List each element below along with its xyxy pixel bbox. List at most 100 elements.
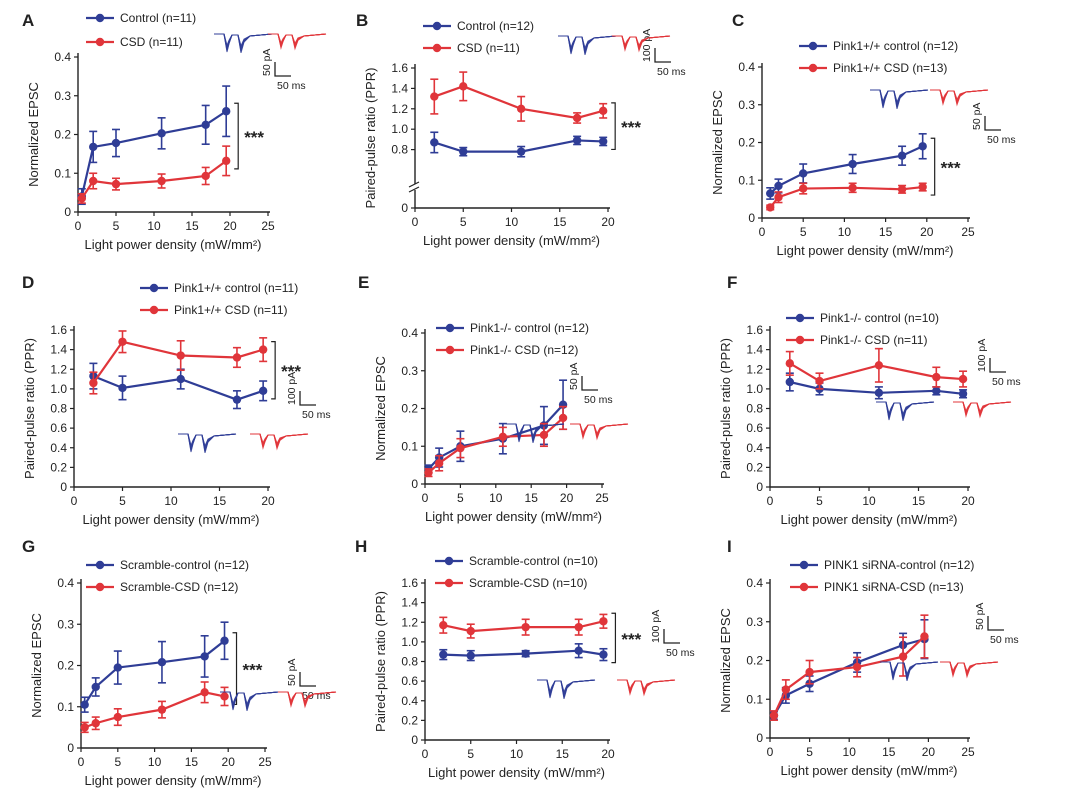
x-tick-label: 10 — [838, 225, 852, 239]
control-trace — [870, 89, 929, 110]
data-point — [848, 159, 857, 169]
significance-marker: *** — [234, 102, 264, 170]
y-tick-label: 0 — [401, 201, 408, 215]
data-point — [89, 378, 98, 388]
data-point — [598, 106, 608, 116]
ephys-trace-line — [220, 691, 279, 712]
panel-g: G 0 0.1 0.2 0.3 0.4 0 5 10 15 20 25 Light power dens… — [22, 537, 337, 788]
legend-entry: Pink1+/+ CSD (n=13) — [799, 61, 947, 75]
data-point — [920, 632, 929, 641]
y-tick-label: 0.8 — [746, 402, 763, 416]
ephys-trace-line — [870, 89, 929, 110]
data-point — [118, 337, 127, 346]
significance-bracket — [930, 137, 936, 196]
scale-bar-x-label: 50 ms — [990, 634, 1019, 646]
scale-bar-lines — [581, 376, 598, 391]
y-axis-label: Paired-pulse ratio (PPR) — [22, 338, 37, 479]
significance-stars: *** — [243, 661, 263, 680]
series-csd — [430, 71, 608, 124]
data-point — [498, 432, 508, 442]
y-tick-label: 1.0 — [746, 382, 763, 396]
y-tick-label: 0.2 — [401, 713, 418, 727]
x-axis-label: Light power density (mW/mm²) — [83, 512, 260, 527]
scale-bar: 50 pA 50 ms — [971, 103, 1016, 146]
x-axis-label: Light power density (mW/mm²) — [423, 233, 600, 248]
data-point — [599, 650, 608, 659]
data-point — [118, 383, 127, 393]
significance-marker: *** — [611, 102, 641, 151]
x-tick-label: 10 — [147, 219, 161, 233]
data-point — [434, 459, 444, 468]
y-tick-label: 0 — [748, 211, 755, 225]
ephys-trace-line — [537, 679, 596, 700]
legend-entry: Pink1-/- CSD (n=11) — [786, 333, 927, 347]
data-point — [176, 351, 185, 360]
y-tick-label: 0.2 — [746, 654, 763, 668]
series-control — [766, 133, 927, 200]
legend-swatch-marker — [432, 21, 442, 31]
x-tick-label: 5 — [457, 491, 464, 505]
csd-trace — [268, 33, 327, 51]
data-point — [80, 700, 89, 709]
significance-bracket — [271, 341, 276, 400]
ephys-trace-line — [506, 423, 565, 444]
scale-bar: 100 pA 50 ms — [650, 610, 695, 659]
scale-bar-y-label: 100 pA — [976, 339, 988, 372]
y-tick-label: 0.2 — [401, 402, 418, 416]
legend-entry: CSD (n=11) — [86, 35, 183, 49]
series-csd — [80, 681, 229, 734]
y-tick-label: 0.1 — [401, 439, 418, 453]
legend-entry: Scramble-CSD (n=10) — [435, 576, 587, 590]
control-trace — [537, 679, 596, 700]
scale-bar: 100 pA 50 ms — [286, 372, 331, 421]
x-tick-label: 5 — [800, 225, 807, 239]
legend-entry: Pink1-/- control (n=12) — [436, 321, 589, 335]
significance-bracket — [234, 102, 239, 170]
y-tick-label: 0.1 — [746, 692, 763, 706]
y-tick-label: 0.3 — [738, 98, 755, 112]
data-point — [222, 156, 231, 166]
data-point — [769, 711, 779, 720]
scale-bar: 50 pA 50 ms — [261, 49, 306, 92]
data-point — [897, 151, 907, 160]
legend-label: Control (n=11) — [120, 11, 196, 25]
data-point — [848, 183, 857, 192]
data-point — [785, 377, 794, 387]
axis-break-mark — [408, 186, 420, 193]
legend-label: Pink1-/- CSD (n=12) — [470, 343, 578, 357]
data-point — [430, 92, 439, 101]
data-point — [91, 719, 100, 728]
data-point — [599, 617, 608, 626]
scale-bar-lines — [663, 629, 680, 644]
y-tick-label: 0.3 — [54, 89, 71, 103]
scale-bar-y-label: 100 pA — [641, 29, 653, 62]
data-point — [222, 107, 231, 116]
data-point — [220, 692, 229, 701]
y-tick-label: 1.0 — [50, 382, 67, 396]
legend-label: Pink1+/+ control (n=11) — [174, 281, 298, 295]
scale-bar-x-label: 50 ms — [992, 376, 1021, 388]
csd-trace — [617, 679, 676, 697]
data-point — [459, 147, 468, 156]
data-point — [521, 622, 530, 632]
legend-label: Scramble-CSD (n=10) — [469, 576, 587, 590]
y-tick-label: 0.8 — [401, 655, 418, 669]
data-point — [799, 184, 808, 193]
ephys-trace-line — [953, 401, 1012, 419]
panel-label-a: A — [22, 11, 34, 30]
x-tick-label: 25 — [961, 745, 975, 759]
data-point — [176, 374, 185, 384]
x-tick-label: 10 — [862, 494, 876, 508]
x-tick-label: 25 — [595, 491, 609, 505]
data-point — [91, 682, 100, 692]
y-tick-label: 1.6 — [391, 61, 408, 75]
data-point — [232, 395, 242, 404]
x-tick-label: 20 — [601, 747, 615, 761]
axis-break-gap — [409, 184, 421, 190]
x-tick-label: 10 — [505, 215, 519, 229]
y-axis-label: Paired-pulse ratio (PPR) — [373, 591, 388, 732]
legend-label: Scramble-CSD (n=12) — [120, 580, 238, 594]
scale-bar-lines — [274, 62, 291, 77]
series-csd — [424, 405, 568, 478]
